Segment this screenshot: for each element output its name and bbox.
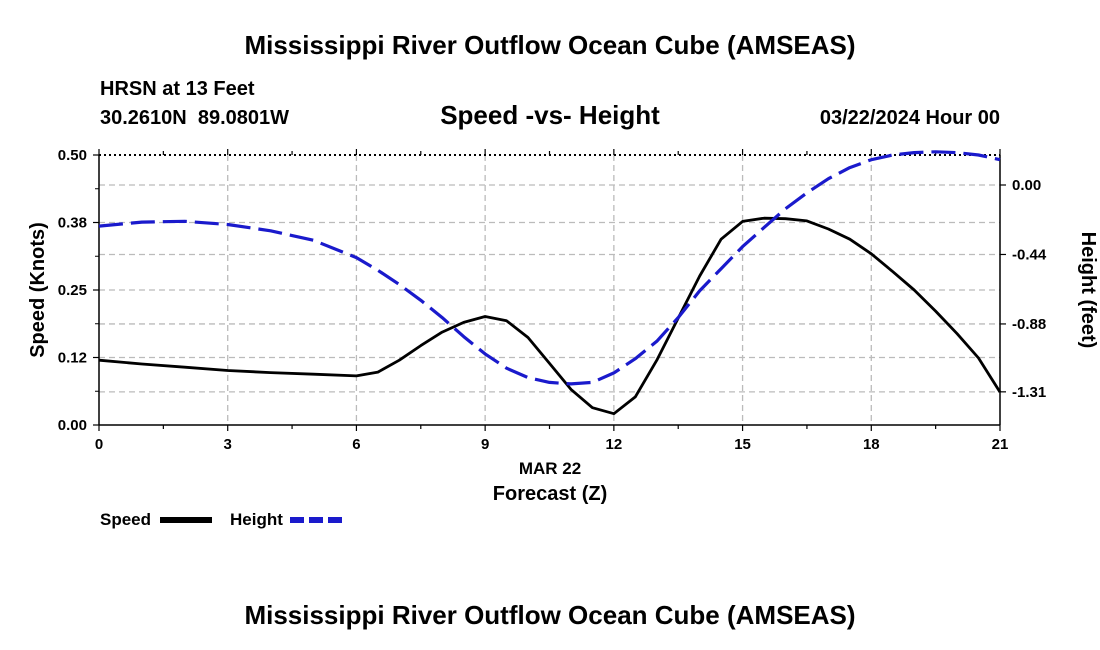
- grid-lines: [99, 155, 1000, 425]
- series-height-line: [98, 150, 1001, 386]
- x-tick-label-15: 15: [734, 436, 751, 453]
- y-left-tick-label-2: 0.25: [58, 282, 87, 299]
- legend-speed-label: Speed: [100, 510, 151, 529]
- x-tick-label-6: 6: [352, 436, 360, 453]
- x-axis-date-label: MAR 22: [519, 459, 581, 478]
- datetime-label: 03/22/2024 Hour 00: [820, 107, 1000, 129]
- x-tick-label-3: 3: [224, 436, 232, 453]
- page-title-bottom: Mississippi River Outflow Ocean Cube (AM…: [244, 600, 855, 630]
- y-right-tick-label-1: -0.44: [1012, 246, 1047, 263]
- series-speed-line: [98, 216, 1002, 416]
- x-tick-label-0: 0: [95, 436, 103, 453]
- y-right-tick-label-2: -0.88: [1012, 316, 1046, 333]
- page-title-top: Mississippi River Outflow Ocean Cube (AM…: [244, 30, 855, 60]
- x-tick-label-12: 12: [606, 436, 623, 453]
- x-tick-label-9: 9: [481, 436, 489, 453]
- legend: Speed Height: [100, 510, 342, 529]
- series-lines: [98, 150, 1002, 416]
- x-tick-label-21: 21: [992, 436, 1009, 453]
- y-right-tick-label-3: -1.31: [1012, 384, 1046, 401]
- y-left-tick-label-1: 0.12: [58, 350, 87, 367]
- station-label: HRSN at 13 Feet: [100, 78, 255, 100]
- y-left-tick-label-0: 0.00: [58, 417, 87, 434]
- x-axis-label: Forecast (Z): [493, 483, 607, 505]
- y-right-tick-label-0: 0.00: [1012, 177, 1041, 194]
- y-left-tick-label-4: 0.50: [58, 147, 87, 164]
- coordinates-label: 30.2610N 89.0801W: [100, 107, 289, 129]
- y-axis-left-label: Speed (Knots): [27, 222, 49, 358]
- y-left-tick-label-3: 0.38: [58, 215, 87, 232]
- chart-title: Speed -vs- Height: [440, 100, 660, 130]
- axis-ticks: 0 3 6 9 12 15 18 21 0.00 0.12 0.25 0.38 0.50 0.00 -0.4…: [58, 147, 1047, 453]
- y-axis-right-label: Height (feet): [1077, 232, 1099, 349]
- legend-height-label: Height: [230, 510, 283, 529]
- x-tick-label-18: 18: [863, 436, 880, 453]
